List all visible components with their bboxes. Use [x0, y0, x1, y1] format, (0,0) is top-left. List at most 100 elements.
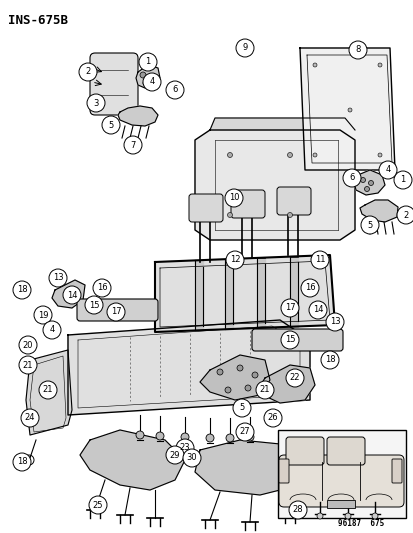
Text: 3: 3: [93, 99, 98, 108]
Circle shape: [19, 336, 37, 354]
FancyBboxPatch shape: [278, 459, 288, 483]
Circle shape: [63, 286, 81, 304]
Circle shape: [342, 169, 360, 187]
Polygon shape: [26, 350, 72, 435]
Circle shape: [227, 213, 232, 217]
Polygon shape: [289, 256, 297, 327]
Circle shape: [233, 399, 250, 417]
Circle shape: [89, 496, 107, 514]
Polygon shape: [52, 280, 85, 308]
Text: 18: 18: [17, 286, 27, 295]
Circle shape: [107, 303, 125, 321]
FancyBboxPatch shape: [326, 437, 364, 465]
Text: 14: 14: [312, 305, 323, 314]
Circle shape: [280, 331, 298, 349]
Circle shape: [287, 152, 292, 157]
Circle shape: [180, 433, 189, 441]
Circle shape: [245, 433, 254, 441]
Circle shape: [206, 434, 214, 442]
Polygon shape: [256, 258, 264, 328]
Polygon shape: [224, 259, 233, 329]
Circle shape: [363, 187, 369, 191]
Circle shape: [280, 299, 298, 317]
Text: 13: 13: [52, 273, 63, 282]
Polygon shape: [154, 255, 334, 332]
Polygon shape: [299, 48, 394, 170]
Text: 1: 1: [399, 175, 405, 184]
Polygon shape: [118, 106, 158, 126]
Text: 19: 19: [38, 311, 48, 319]
Polygon shape: [195, 261, 202, 330]
Circle shape: [139, 53, 157, 71]
Circle shape: [176, 439, 194, 457]
Circle shape: [368, 181, 373, 185]
Circle shape: [316, 513, 322, 519]
Circle shape: [252, 372, 257, 378]
Circle shape: [287, 213, 292, 217]
Circle shape: [34, 306, 52, 324]
Circle shape: [225, 251, 243, 269]
Circle shape: [79, 63, 97, 81]
Text: 21: 21: [259, 385, 270, 394]
Circle shape: [236, 365, 242, 371]
Text: 11: 11: [314, 255, 325, 264]
Text: 16: 16: [97, 284, 107, 293]
Circle shape: [396, 206, 413, 224]
Text: 4: 4: [49, 326, 55, 335]
Circle shape: [225, 434, 233, 442]
FancyBboxPatch shape: [230, 190, 264, 218]
Circle shape: [291, 513, 297, 519]
Circle shape: [255, 381, 273, 399]
Text: 4: 4: [149, 77, 154, 86]
Text: 30: 30: [186, 454, 197, 463]
Circle shape: [344, 513, 350, 519]
Text: 14: 14: [66, 290, 77, 300]
Text: 24: 24: [25, 414, 35, 423]
Circle shape: [156, 432, 164, 440]
Text: 5: 5: [108, 120, 113, 130]
Circle shape: [360, 177, 365, 182]
Text: 22: 22: [289, 374, 299, 383]
Circle shape: [93, 279, 111, 297]
Circle shape: [285, 369, 303, 387]
Circle shape: [216, 369, 223, 375]
Text: 18: 18: [17, 457, 27, 466]
Circle shape: [347, 108, 351, 112]
Circle shape: [166, 81, 183, 99]
Text: 5: 5: [239, 403, 244, 413]
Text: 20: 20: [23, 341, 33, 350]
Circle shape: [183, 449, 201, 467]
Circle shape: [142, 80, 149, 86]
Polygon shape: [199, 355, 269, 400]
Circle shape: [39, 381, 57, 399]
Circle shape: [19, 356, 37, 374]
Text: 21: 21: [23, 360, 33, 369]
Circle shape: [288, 501, 306, 519]
Circle shape: [140, 72, 146, 78]
FancyBboxPatch shape: [77, 299, 158, 321]
Text: 2: 2: [402, 211, 408, 220]
Text: 96187  675: 96187 675: [337, 519, 383, 528]
Text: 7: 7: [130, 141, 135, 149]
Text: 23: 23: [179, 443, 190, 453]
Circle shape: [312, 63, 316, 67]
Circle shape: [43, 321, 61, 339]
Circle shape: [235, 39, 254, 57]
Circle shape: [224, 189, 242, 207]
Text: 10: 10: [228, 193, 239, 203]
Text: 21: 21: [43, 385, 53, 394]
Circle shape: [224, 387, 230, 393]
Text: 4: 4: [385, 166, 390, 174]
Circle shape: [85, 296, 103, 314]
Polygon shape: [209, 118, 354, 130]
FancyBboxPatch shape: [278, 455, 403, 507]
Circle shape: [142, 73, 161, 91]
Polygon shape: [353, 170, 384, 195]
Circle shape: [87, 94, 105, 112]
Circle shape: [300, 279, 318, 297]
Bar: [277, 430, 405, 518]
Text: 17: 17: [110, 308, 121, 317]
Polygon shape: [195, 130, 354, 240]
Circle shape: [13, 281, 31, 299]
Circle shape: [21, 409, 39, 427]
